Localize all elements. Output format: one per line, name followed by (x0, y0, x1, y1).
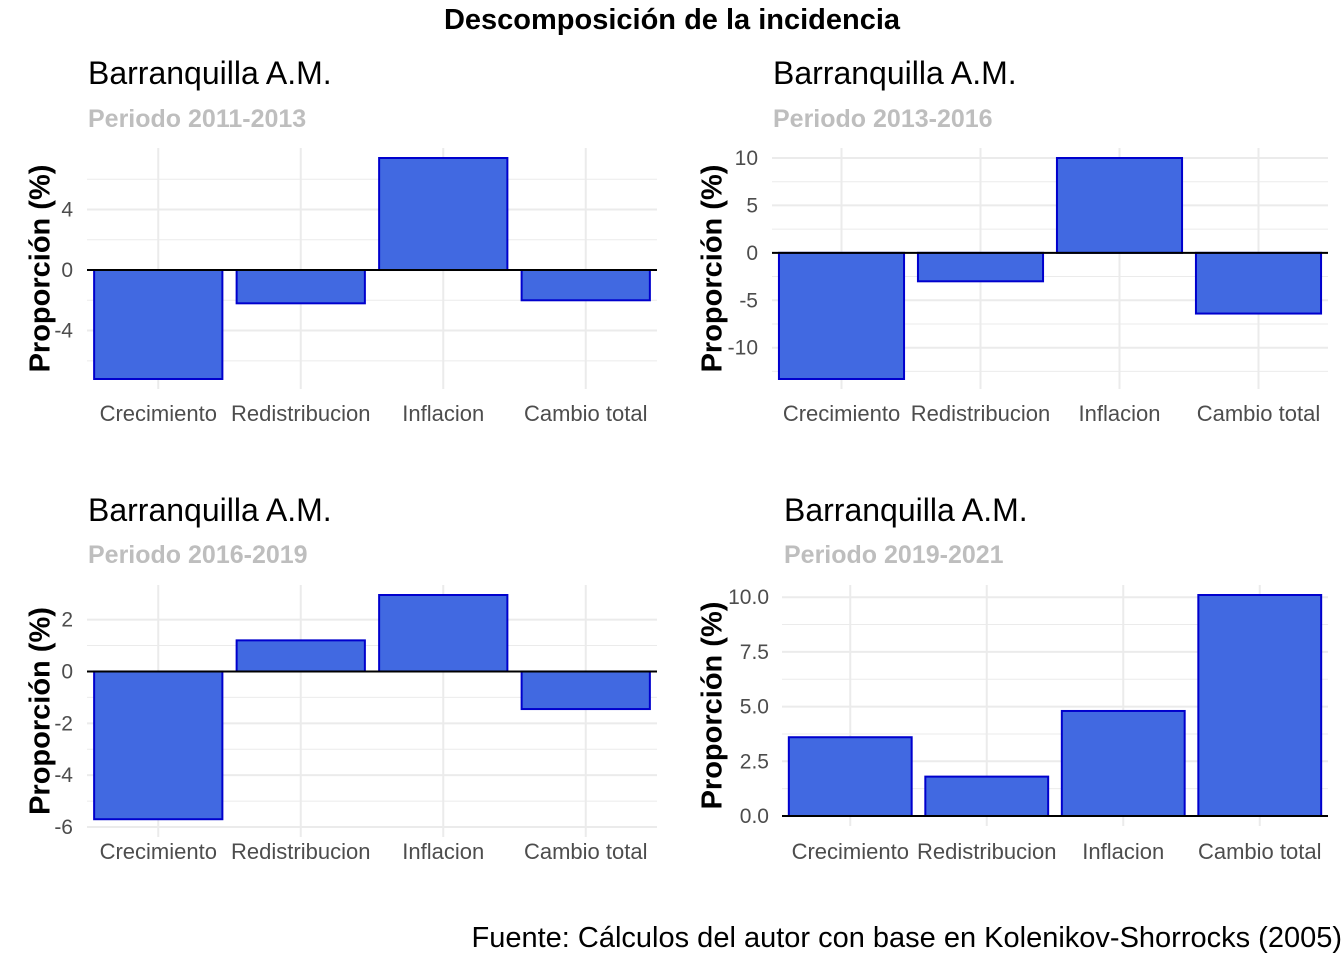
bar (520, 670, 651, 711)
bar (916, 251, 1045, 283)
panel-subtitle: Periodo 2013-2016 (773, 105, 993, 133)
bar (235, 269, 366, 305)
x-tick-label: Inflacion (402, 401, 484, 426)
y-axis-title: Proporción (%) (25, 607, 57, 815)
y-tick-label: 5 (746, 194, 758, 217)
bar (1197, 594, 1323, 817)
x-tick-label: Cambio total (524, 401, 648, 426)
y-tick-label: 2.5 (740, 750, 769, 773)
x-tick-label: Inflacion (1079, 401, 1161, 426)
y-axis-title: Proporción (%) (697, 165, 729, 373)
x-tick-label: Redistribucion (231, 839, 370, 864)
y-tick-label: 10 (735, 147, 758, 170)
bar (378, 157, 509, 272)
bar (378, 594, 509, 673)
bar (787, 736, 913, 817)
bar (93, 670, 224, 821)
y-tick-label: 0 (746, 242, 758, 265)
y-tick-label: 0.0 (740, 805, 769, 828)
y-tick-label: 4 (61, 198, 73, 221)
panel-title: Barranquilla A.M. (88, 492, 332, 528)
panel-subtitle: Periodo 2019-2021 (784, 541, 1004, 569)
y-axis-title: Proporción (%) (25, 165, 57, 373)
x-tick-label: Cambio total (1197, 401, 1321, 426)
y-tick-label: 10.0 (728, 586, 769, 609)
caption: Fuente: Cálculos del autor con base en K… (471, 922, 1342, 954)
bar (1194, 251, 1323, 315)
y-tick-label: 2 (61, 609, 73, 632)
bar (93, 269, 224, 380)
x-tick-label: Crecimiento (100, 401, 217, 426)
x-tick-label: Redistribucion (917, 839, 1056, 864)
y-tick-label: -4 (54, 320, 73, 343)
x-tick-label: Redistribucion (231, 401, 370, 426)
y-tick-label: -10 (728, 337, 758, 360)
y-tick-label: 5.0 (740, 696, 769, 719)
bar (924, 775, 1050, 818)
bar (1055, 157, 1184, 254)
bar (777, 251, 906, 381)
y-tick-label: -2 (54, 712, 73, 735)
x-tick-label: Cambio total (524, 839, 648, 864)
panel-subtitle: Periodo 2016-2019 (88, 541, 308, 569)
y-tick-label: -5 (739, 289, 758, 312)
bar (235, 639, 366, 673)
y-tick-label: 7.5 (740, 641, 769, 664)
panel-title: Barranquilla A.M. (773, 55, 1017, 91)
y-tick-label: -6 (54, 816, 73, 839)
x-tick-label: Crecimiento (783, 401, 900, 426)
x-tick-label: Redistribucion (911, 401, 1050, 426)
x-tick-label: Crecimiento (792, 839, 909, 864)
y-tick-label: -4 (54, 764, 73, 787)
panel-subtitle: Periodo 2011-2013 (88, 105, 306, 133)
x-tick-label: Inflacion (402, 839, 484, 864)
y-tick-label: 0 (61, 660, 73, 683)
bar (520, 269, 651, 302)
x-tick-label: Cambio total (1198, 839, 1322, 864)
y-axis-title: Proporción (%) (697, 602, 729, 810)
x-tick-label: Crecimiento (100, 839, 217, 864)
panel-title: Barranquilla A.M. (88, 55, 332, 91)
main-title: Descomposición de la incidencia (443, 4, 901, 36)
panel-title: Barranquilla A.M. (784, 492, 1028, 528)
y-tick-label: 0 (61, 259, 73, 282)
bar (1060, 709, 1186, 817)
x-tick-label: Inflacion (1082, 839, 1164, 864)
